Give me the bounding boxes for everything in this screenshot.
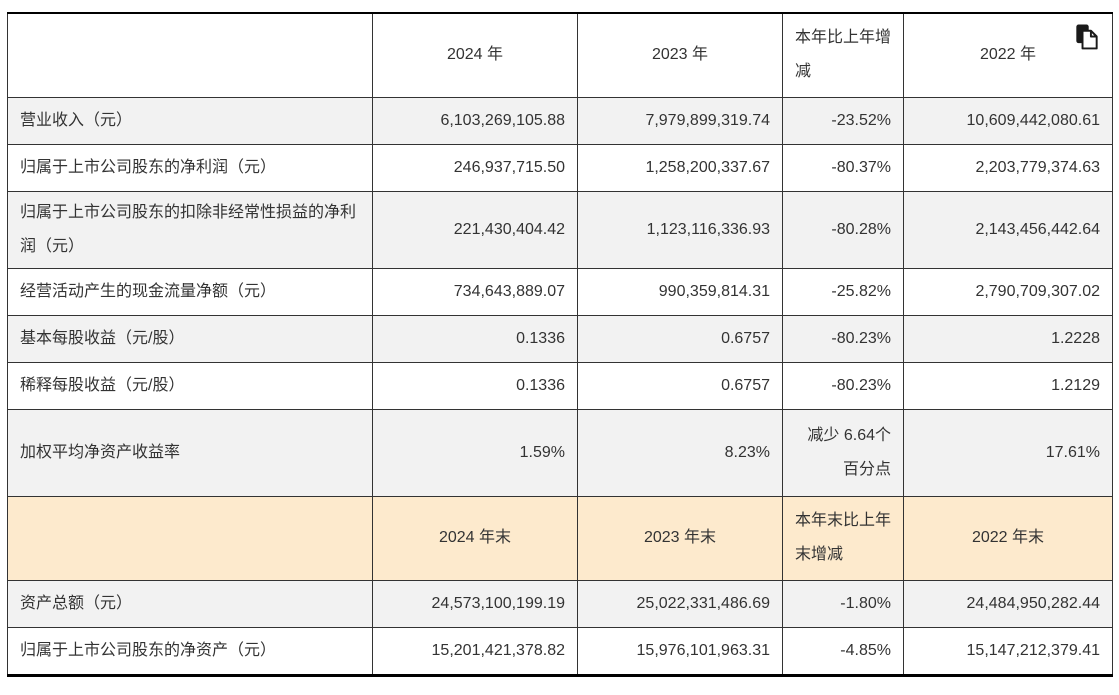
value-cell-2023: 990,359,814.31 — [577, 267, 783, 316]
value-cell-change: 减少 6.64个百分点 — [782, 408, 904, 497]
row-label-cell: 归属于上市公司股东的扣除非经常性损益的净利润（元） — [7, 190, 373, 269]
value-cell-2023: 1,258,200,337.67 — [577, 143, 783, 192]
row-net-profit-deducted: 归属于上市公司股东的扣除非经常性损益的净利润（元） 221,430,404.42… — [7, 190, 1113, 269]
value-cell-2023: 1,123,116,336.93 — [577, 190, 783, 269]
value-cell-2023: 7,979,899,319.74 — [577, 96, 783, 145]
value-cell-change: -23.52% — [782, 96, 904, 145]
value-cell-2023: 0.6757 — [577, 361, 783, 410]
value-cell-2022: 2,143,456,442.64 — [903, 190, 1113, 269]
row-label-cell: 营业收入（元） — [7, 96, 373, 145]
row-net-profit: 归属于上市公司股东的净利润（元） 246,937,715.50 1,258,20… — [7, 143, 1113, 192]
header-cell-2022-end: 2022 年末 — [903, 495, 1113, 581]
value-cell-2023: 8.23% — [577, 408, 783, 497]
value-cell-2023: 15,976,101,963.31 — [577, 626, 783, 676]
value-cell-change: -80.23% — [782, 314, 904, 363]
copy-icon[interactable] — [1075, 23, 1098, 50]
row-total-assets: 资产总额（元） 24,573,100,199.19 25,022,331,486… — [7, 579, 1113, 628]
value-cell-2024: 15,201,421,378.82 — [372, 626, 578, 676]
row-operating-revenue: 营业收入（元） 6,103,269,105.88 7,979,899,319.7… — [7, 96, 1113, 145]
header-cell-blank — [7, 495, 373, 581]
value-cell-2022: 24,484,950,282.44 — [903, 579, 1113, 628]
header-cell-2024-end: 2024 年末 — [372, 495, 578, 581]
value-cell-change: -1.80% — [782, 579, 904, 628]
value-cell-2022: 17.61% — [903, 408, 1113, 497]
value-cell-2024: 246,937,715.50 — [372, 143, 578, 192]
row-label-cell: 资产总额（元） — [7, 579, 373, 628]
value-cell-2024: 221,430,404.42 — [372, 190, 578, 269]
value-cell-change: -4.85% — [782, 626, 904, 676]
value-cell-2022: 10,609,442,080.61 — [903, 96, 1113, 145]
value-cell-2022: 1.2129 — [903, 361, 1113, 410]
value-cell-2024: 0.1336 — [372, 314, 578, 363]
value-cell-2024: 734,643,889.07 — [372, 267, 578, 316]
row-label-cell: 归属于上市公司股东的净利润（元） — [7, 143, 373, 192]
value-cell-2024: 1.59% — [372, 408, 578, 497]
value-cell-2024: 6,103,269,105.88 — [372, 96, 578, 145]
value-cell-change: -80.37% — [782, 143, 904, 192]
value-cell-2022: 2,203,779,374.63 — [903, 143, 1113, 192]
row-label-cell: 经营活动产生的现金流量净额（元） — [7, 267, 373, 316]
header-cell-2023-end: 2023 年末 — [577, 495, 783, 581]
row-label-cell: 基本每股收益（元/股） — [7, 314, 373, 363]
end-period-header-row: 2024 年末 2023 年末 本年末比上年末增减 2022 年末 — [7, 495, 1113, 581]
annual-period-header-row: 2024 年 2023 年 本年比上年增减 2022 年 — [7, 12, 1113, 98]
header-cell-yoy-change: 本年比上年增减 — [782, 12, 904, 98]
header-cell-2022: 2022 年 — [903, 12, 1113, 98]
row-operating-cash-flow: 经营活动产生的现金流量净额（元） 734,643,889.07 990,359,… — [7, 267, 1113, 316]
value-cell-change: -80.23% — [782, 361, 904, 410]
row-weighted-avg-roe: 加权平均净资产收益率 1.59% 8.23% 减少 6.64个百分点 17.61… — [7, 408, 1113, 497]
row-label-cell: 加权平均净资产收益率 — [7, 408, 373, 497]
value-cell-2023: 0.6757 — [577, 314, 783, 363]
row-basic-eps: 基本每股收益（元/股） 0.1336 0.6757 -80.23% 1.2228 — [7, 314, 1113, 363]
row-net-assets: 归属于上市公司股东的净资产（元） 15,201,421,378.82 15,97… — [7, 626, 1113, 676]
row-label-cell: 稀释每股收益（元/股） — [7, 361, 373, 410]
header-cell-blank — [7, 12, 373, 98]
financial-summary-table: 2024 年 2023 年 本年比上年增减 2022 年 营业收入（元） — [7, 12, 1113, 677]
value-cell-2022: 1.2228 — [903, 314, 1113, 363]
header-cell-end-change: 本年末比上年末增减 — [782, 495, 904, 581]
value-cell-2022: 2,790,709,307.02 — [903, 267, 1113, 316]
row-label-cell: 归属于上市公司股东的净资产（元） — [7, 626, 373, 676]
header-cell-2023: 2023 年 — [577, 12, 783, 98]
value-cell-2023: 25,022,331,486.69 — [577, 579, 783, 628]
value-cell-2022: 15,147,212,379.41 — [903, 626, 1113, 676]
row-diluted-eps: 稀释每股收益（元/股） 0.1336 0.6757 -80.23% 1.2129 — [7, 361, 1113, 410]
value-cell-2024: 0.1336 — [372, 361, 578, 410]
header-cell-2024: 2024 年 — [372, 12, 578, 98]
value-cell-2024: 24,573,100,199.19 — [372, 579, 578, 628]
value-cell-change: -25.82% — [782, 267, 904, 316]
value-cell-change: -80.28% — [782, 190, 904, 269]
header-cell-2022-label: 2022 年 — [979, 46, 1037, 64]
